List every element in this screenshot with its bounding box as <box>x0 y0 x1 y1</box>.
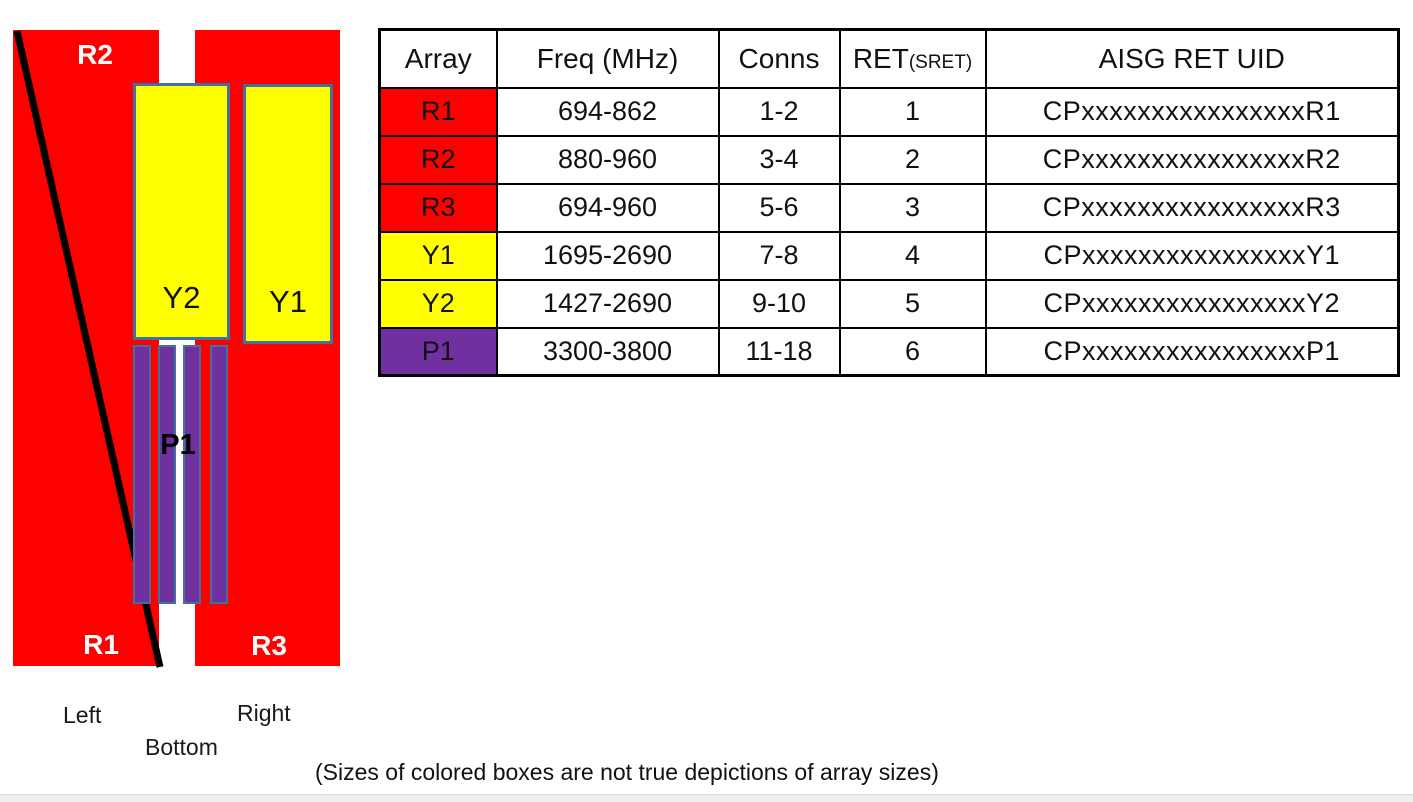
ret-cell: 4 <box>838 230 987 281</box>
orientation-label-right: Right <box>237 700 291 726</box>
header-uid: AISG RET UID <box>984 28 1400 89</box>
header-ret-sub: (SRET) <box>908 51 973 73</box>
conns-cell: 5-6 <box>717 182 841 233</box>
conns-cell: 11-18 <box>717 326 841 377</box>
freq-cell: 880-960 <box>495 134 720 185</box>
ret-cell: 1 <box>838 86 987 137</box>
header-ret-main: RET <box>852 42 909 74</box>
array-bar-p1-col3 <box>183 345 201 604</box>
ret-cell: 3 <box>838 182 987 233</box>
ret-cell: 6 <box>838 326 987 377</box>
uid-cell: CPxxxxxxxxxxxxxxxxR1 <box>984 86 1400 137</box>
region-label-r3: R3 <box>251 630 287 661</box>
freq-cell: 694-960 <box>495 182 720 233</box>
table-row-r1: R1 694-862 1-2 1 CPxxxxxxxxxxxxxxxxR1 <box>378 86 1400 137</box>
ret-mapping-table: Array Freq (MHz) Conns RET(SRET) AISG RE… <box>378 28 1400 377</box>
size-disclaimer-caption: (Sizes of colored boxes are not true dep… <box>315 759 939 785</box>
array-cell: P1 <box>378 326 498 377</box>
freq-cell: 1427-2690 <box>495 278 720 329</box>
table-row-y2: Y2 1427-2690 9-10 5 CPxxxxxxxxxxxxxxxxY2 <box>378 278 1400 329</box>
array-cell: R2 <box>378 134 498 185</box>
ret-cell: 5 <box>838 278 987 329</box>
conns-cell: 1-2 <box>717 86 841 137</box>
freq-cell: 694-862 <box>495 86 720 137</box>
array-box-y1: Y1 <box>243 84 333 344</box>
array-bar-p1-col1 <box>133 345 151 604</box>
conns-cell: 7-8 <box>717 230 841 281</box>
ret-cell: 2 <box>838 134 987 185</box>
array-cell: Y1 <box>378 230 498 281</box>
freq-cell: 1695-2690 <box>495 230 720 281</box>
uid-cell: CPxxxxxxxxxxxxxxxxR3 <box>984 182 1400 233</box>
header-conns: Conns <box>717 28 841 89</box>
array-box-p1-label: P1 <box>160 429 196 461</box>
orientation-label-bottom: Bottom <box>145 734 218 760</box>
uid-cell: CPxxxxxxxxxxxxxxxxP1 <box>984 326 1400 377</box>
header-ret: RET(SRET) <box>838 28 987 89</box>
region-label-r1: R1 <box>83 629 119 660</box>
table-row-r3: R3 694-960 5-6 3 CPxxxxxxxxxxxxxxxxR3 <box>378 182 1400 233</box>
conns-cell: 3-4 <box>717 134 841 185</box>
table-header-row: Array Freq (MHz) Conns RET(SRET) AISG RE… <box>378 28 1400 89</box>
window-bottom-edge <box>0 794 1413 802</box>
orientation-label-left: Left <box>63 702 102 728</box>
table-row-p1: P1 3300-3800 11-18 6 CPxxxxxxxxxxxxxxxxP… <box>378 326 1400 377</box>
uid-cell: CPxxxxxxxxxxxxxxxxY1 <box>984 230 1400 281</box>
uid-cell: CPxxxxxxxxxxxxxxxxR2 <box>984 134 1400 185</box>
header-freq: Freq (MHz) <box>495 28 720 89</box>
conns-cell: 9-10 <box>717 278 841 329</box>
table-row-y1: Y1 1695-2690 7-8 4 CPxxxxxxxxxxxxxxxxY1 <box>378 230 1400 281</box>
array-bar-p1-col4 <box>210 345 228 604</box>
freq-cell: 3300-3800 <box>495 326 720 377</box>
array-box-y2-label: Y2 <box>162 280 201 315</box>
array-box-y2: Y2 <box>133 83 230 340</box>
uid-cell: CPxxxxxxxxxxxxxxxxY2 <box>984 278 1400 329</box>
array-cell: Y2 <box>378 278 498 329</box>
header-array: Array <box>378 28 498 89</box>
region-label-r2: R2 <box>77 39 113 70</box>
array-bar-p1-col2 <box>158 345 176 604</box>
table-row-r2: R2 880-960 3-4 2 CPxxxxxxxxxxxxxxxxR2 <box>378 134 1400 185</box>
array-cell: R3 <box>378 182 498 233</box>
array-cell: R1 <box>378 86 498 137</box>
array-box-y1-label: Y1 <box>269 284 307 319</box>
